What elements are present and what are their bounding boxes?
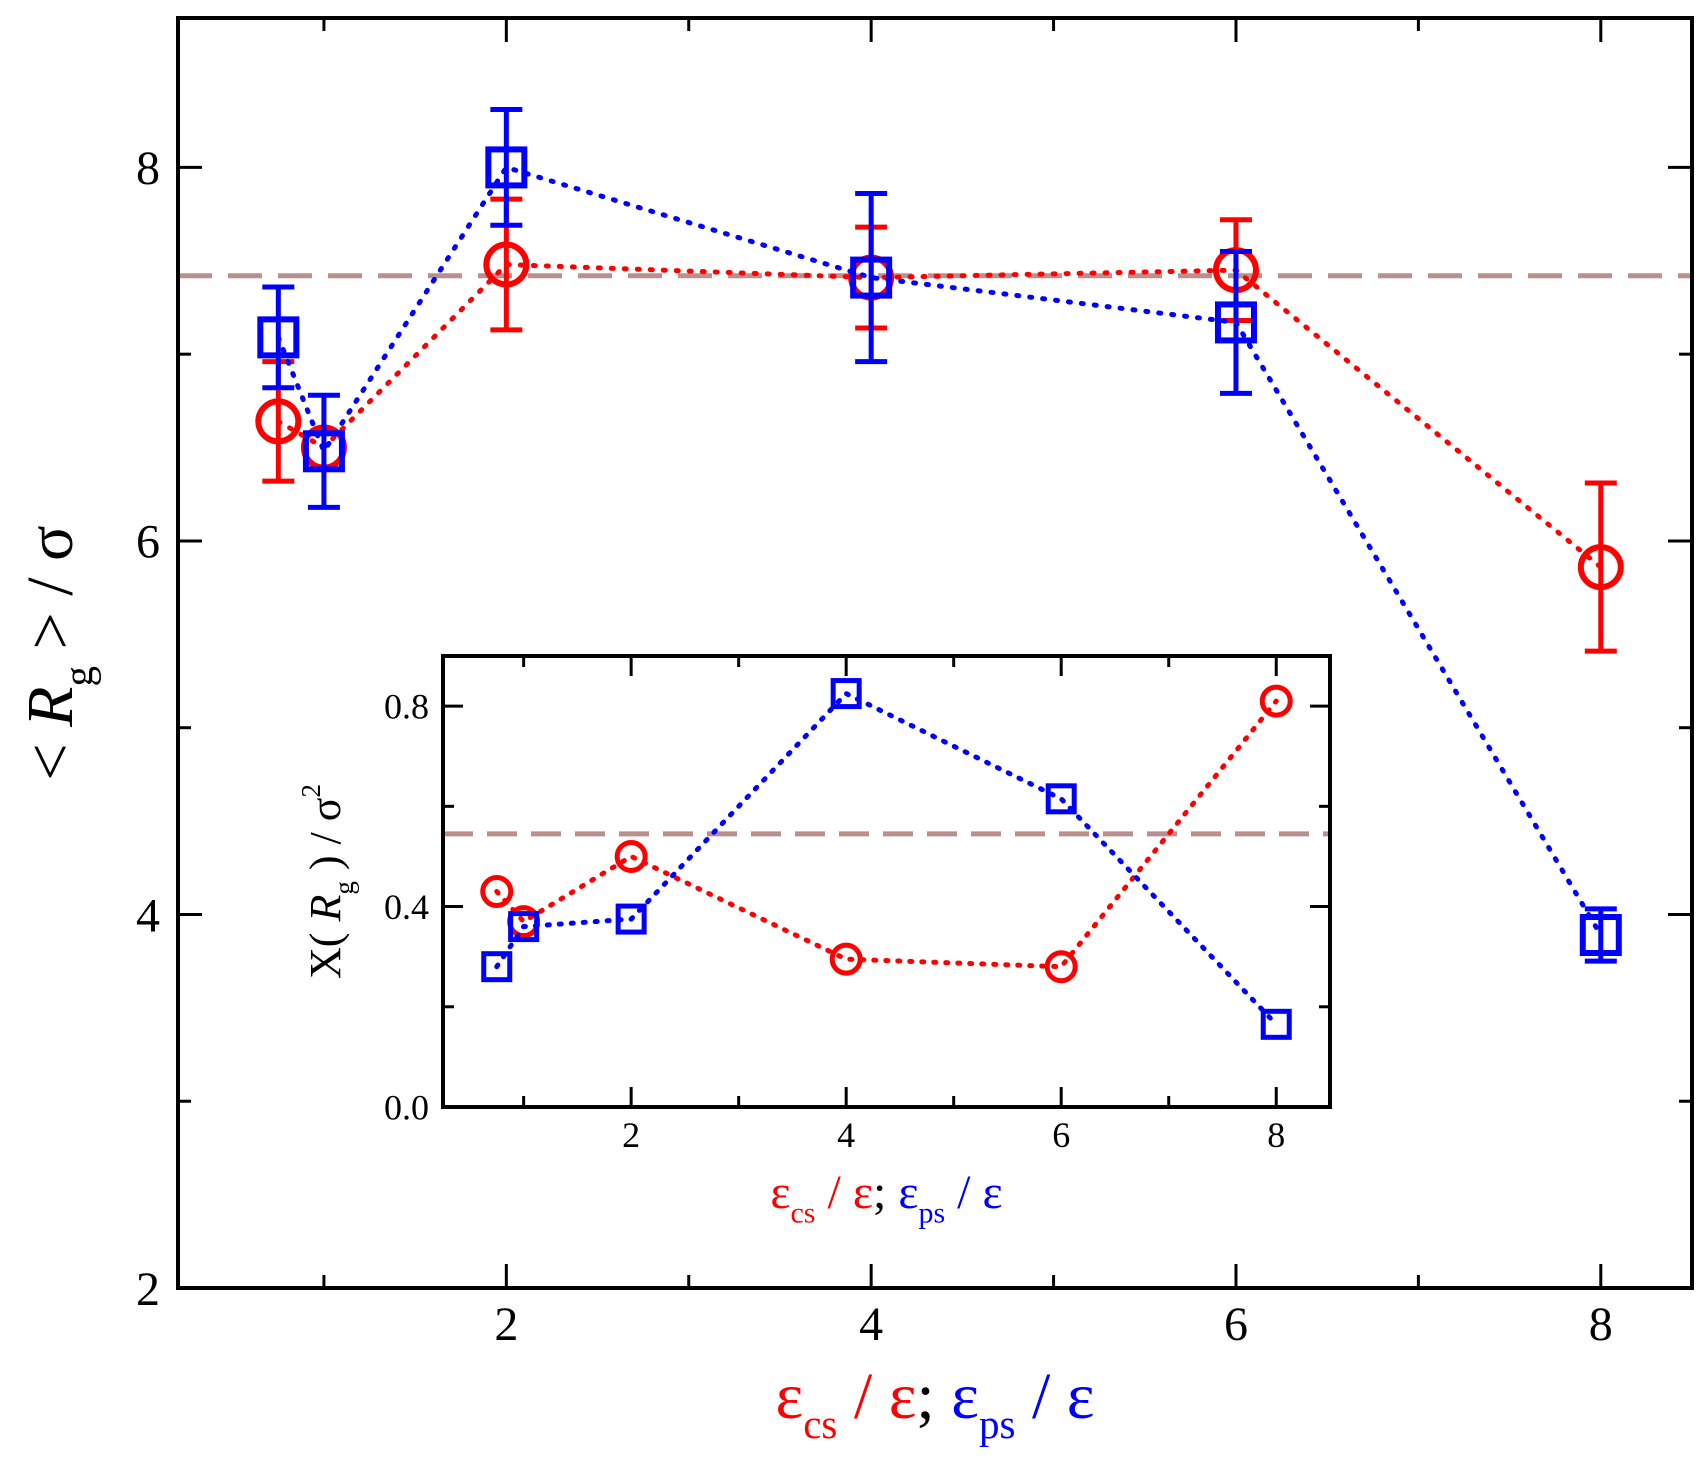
inset-x-tick-label: 6 xyxy=(1052,1115,1070,1155)
main-series-ps-point xyxy=(1579,914,1622,957)
inset-series-ps-point xyxy=(1045,783,1077,815)
inset-xlabel-cs-symbol: ε xyxy=(770,1166,790,1219)
inset-series-ps-point xyxy=(615,903,647,935)
inset-series-cs-point xyxy=(1044,950,1078,984)
main-ylabel-symbol: R xyxy=(14,687,87,728)
main-y-tick-label: 8 xyxy=(136,142,160,195)
main-series-cs-point xyxy=(1577,544,1624,591)
inset-series-ps-point xyxy=(1260,1008,1292,1040)
main-series-ps-point xyxy=(257,316,300,359)
main-ticks xyxy=(178,18,1692,1290)
inset-xlabel-ps-rest: / ε xyxy=(945,1166,1003,1219)
main-series-ps-point xyxy=(1214,301,1257,344)
inset-y-tick-label: 0.4 xyxy=(384,887,429,927)
main-series-ps-point xyxy=(850,256,893,299)
inset-series-ps xyxy=(481,678,1292,1040)
inset-y-axis-title: X( Rg ) / σ2 xyxy=(296,784,359,979)
inset-xlabel-separator: ; xyxy=(873,1166,898,1219)
main-xlabel-ps-symbol: ε xyxy=(951,1360,979,1433)
inset-axes-frame xyxy=(441,654,1332,1109)
inset-x-tick-label: 2 xyxy=(622,1115,640,1155)
main-series-ps-point xyxy=(485,146,528,189)
main-x-tick-label: 8 xyxy=(1589,1298,1613,1351)
inset-x-tick-label: 8 xyxy=(1267,1115,1285,1155)
inset-series-ps-point xyxy=(508,911,540,943)
main-y-tick-label: 2 xyxy=(136,1263,160,1316)
main-series-cs-point xyxy=(483,241,530,288)
inset-xlabel-cs-rest: / ε xyxy=(815,1166,873,1219)
main-ylabel-subscript: g xyxy=(55,666,101,687)
inset-xlabel-ps-sub: ps xyxy=(918,1196,945,1229)
inset-series-ps-point xyxy=(481,951,513,983)
inset-series-cs-point xyxy=(480,875,514,909)
main-x-axis-title: εcs / ε; εps / ε xyxy=(775,1360,1094,1447)
inset-ylabel-superscript: 2 xyxy=(296,784,326,798)
inset-ylabel-subscript: g xyxy=(329,881,359,895)
main-xlabel-ps-rest: / ε xyxy=(1015,1360,1094,1433)
main-y-tick-label: 4 xyxy=(136,889,160,942)
main-xlabel-cs-rest: / ε xyxy=(837,1360,916,1433)
main-y-tick-label: 6 xyxy=(136,516,160,569)
main-xlabel-cs-sub: cs xyxy=(803,1401,837,1447)
inset-ylabel-suffix: ) / σ xyxy=(301,797,350,881)
main-ylabel-prefix: < xyxy=(14,727,87,781)
inset-plot-area xyxy=(443,656,1330,1107)
inset-series-cs-point xyxy=(614,839,648,873)
main-series-cs-point xyxy=(255,398,302,445)
main-axes-frame xyxy=(176,16,1694,1290)
inset-xlabel-ps-symbol: ε xyxy=(898,1166,918,1219)
main-x-tick-label: 4 xyxy=(859,1298,883,1351)
inset-ticks xyxy=(443,656,1330,1109)
main-xlabel-cs-symbol: ε xyxy=(775,1360,803,1433)
inset-y-tick-label: 0.0 xyxy=(384,1088,429,1128)
main-x-tick-label: 2 xyxy=(494,1298,518,1351)
main-y-axis-title: < Rg > / σ xyxy=(14,525,101,780)
main-series-ps-point xyxy=(302,430,345,473)
inset-xlabel-cs-sub: cs xyxy=(790,1196,815,1229)
main-series-ps xyxy=(257,107,1622,964)
main-xlabel-ps-sub: ps xyxy=(979,1401,1015,1447)
inset-series-ps-point xyxy=(830,678,862,710)
inset-y-tick-label: 0.8 xyxy=(384,687,429,727)
inset-ylabel-prefix: X( xyxy=(301,922,350,979)
inset-series-cs-point xyxy=(1259,684,1293,718)
main-series-cs-line xyxy=(275,261,1604,570)
main-ylabel-suffix: > / σ xyxy=(14,525,87,666)
main-x-tick-label: 6 xyxy=(1224,1298,1248,1351)
main-xlabel-separator: ; xyxy=(916,1360,951,1433)
inset-series-cs-line xyxy=(494,698,1279,970)
inset-series-ps-line xyxy=(494,690,1279,1027)
inset-series-cs-point xyxy=(829,942,863,976)
inset-ylabel-symbol: R xyxy=(301,895,350,923)
inset-x-tick-label: 4 xyxy=(837,1115,855,1155)
inset-x-axis-title: εcs / ε; εps / ε xyxy=(770,1166,1002,1229)
